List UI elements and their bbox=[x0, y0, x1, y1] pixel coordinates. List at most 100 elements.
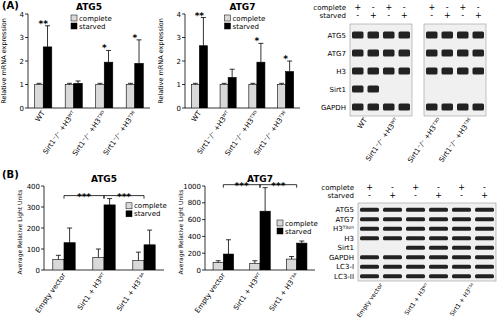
significance: * bbox=[132, 33, 137, 43]
row-label: ATG7 bbox=[328, 50, 346, 58]
error-line bbox=[203, 18, 204, 46]
tick-label: 100 bbox=[27, 246, 40, 254]
tick-label: 0 bbox=[20, 105, 24, 113]
legend-label: complete bbox=[134, 202, 167, 210]
bar bbox=[144, 245, 155, 270]
category-label: Sirt1 + H3ᵀ³ᴬ bbox=[115, 272, 147, 313]
chart-title: ATG7 bbox=[229, 2, 255, 12]
band bbox=[442, 49, 454, 56]
error-cap bbox=[250, 83, 255, 84]
lane-label: Sirt1⁻/⁻ +H3ᵀ³ᴰ bbox=[406, 116, 443, 164]
error-bar bbox=[193, 83, 198, 84]
legend-label: starved bbox=[233, 23, 259, 31]
band bbox=[473, 49, 485, 56]
bar-chart: ATG5Average Relative Light Units01002003… bbox=[16, 174, 167, 315]
band bbox=[452, 265, 471, 269]
condition-sign: + bbox=[481, 191, 488, 200]
bar bbox=[220, 85, 228, 109]
tick-mark bbox=[25, 14, 28, 15]
band bbox=[429, 246, 448, 250]
y-axis bbox=[185, 14, 186, 108]
bar bbox=[199, 46, 207, 108]
error-cap bbox=[230, 69, 235, 70]
lane-label: WT bbox=[356, 116, 369, 130]
error-line bbox=[69, 228, 70, 243]
band bbox=[352, 85, 364, 92]
blot-membrane bbox=[350, 24, 412, 116]
bar bbox=[286, 259, 296, 270]
lane-label: Sirt1⁻/⁻ +H3ᵀ³ᴱ bbox=[438, 116, 475, 164]
tick-label: 200 bbox=[27, 225, 40, 233]
error-cap bbox=[36, 83, 41, 84]
bar bbox=[250, 263, 260, 270]
band bbox=[475, 274, 494, 278]
tick-label: 1000 bbox=[183, 183, 201, 191]
category-label: WT bbox=[34, 109, 47, 123]
bar bbox=[104, 62, 113, 108]
bar bbox=[257, 62, 265, 108]
band bbox=[368, 31, 380, 38]
condition-sign: - bbox=[414, 191, 417, 200]
marks bbox=[35, 26, 144, 108]
band bbox=[475, 246, 494, 250]
band bbox=[452, 208, 471, 212]
error-bar bbox=[252, 261, 257, 264]
band bbox=[429, 265, 448, 269]
y-axis bbox=[205, 186, 206, 270]
condition-sign: + bbox=[475, 11, 482, 20]
error-bar bbox=[222, 83, 227, 84]
tick-mark bbox=[41, 249, 44, 250]
error-line bbox=[232, 69, 233, 77]
tick-label: 2 bbox=[177, 58, 181, 66]
western-blot: WTSirt1⁻/⁻ +H3ᵂᵀSirt1⁻/⁻ +H3ᵀ³ᴰSirt1⁻/⁻ … bbox=[313, 3, 486, 164]
significance: ** bbox=[195, 11, 205, 21]
error-cap bbox=[67, 228, 72, 229]
error-cap bbox=[263, 187, 268, 188]
legend-swatch bbox=[225, 23, 231, 29]
significance: *** bbox=[117, 192, 131, 202]
band bbox=[368, 49, 380, 56]
band bbox=[426, 67, 438, 74]
tick-mark bbox=[25, 108, 28, 109]
tick-mark bbox=[202, 186, 205, 187]
tick-mark bbox=[202, 253, 205, 254]
legend-label: starved bbox=[79, 23, 105, 31]
band bbox=[452, 227, 471, 231]
band bbox=[383, 103, 395, 110]
condition-sign: - bbox=[356, 11, 359, 20]
error-cap bbox=[137, 39, 142, 40]
legend-swatch bbox=[126, 211, 132, 217]
tick-mark bbox=[182, 14, 185, 15]
band bbox=[360, 236, 379, 240]
band bbox=[383, 274, 402, 278]
band bbox=[429, 208, 448, 212]
band bbox=[352, 67, 364, 74]
error-bar bbox=[136, 252, 141, 260]
tick-mark bbox=[182, 61, 185, 62]
western-blot: Empty vectorSirt1 + H3ᵂᵀSirt1 + H3ᵀ³ᴬcom… bbox=[321, 183, 496, 319]
error-cap bbox=[128, 83, 133, 84]
error-bar bbox=[279, 83, 284, 84]
significance: *** bbox=[77, 192, 91, 202]
bar bbox=[53, 260, 64, 271]
bar bbox=[191, 85, 199, 109]
band bbox=[475, 236, 494, 240]
legend: completestarved bbox=[71, 15, 112, 31]
bar-chart: ATG7Average Relative Light Units02004006… bbox=[177, 174, 318, 315]
category-label: Sirt1⁻/⁻ +H3ᵀ³ᴱ bbox=[102, 109, 139, 157]
band bbox=[429, 255, 448, 259]
error-line bbox=[138, 252, 139, 260]
tick-mark bbox=[25, 84, 28, 85]
band bbox=[429, 274, 448, 278]
significance: *** bbox=[235, 181, 249, 191]
chart-title: ATG7 bbox=[247, 174, 273, 184]
band bbox=[368, 85, 380, 92]
error-line bbox=[109, 199, 110, 205]
tick-label: 0 bbox=[177, 105, 181, 113]
error-bar bbox=[67, 228, 72, 243]
lane-label: Sirt1 + H3ᵀ³ᴬ bbox=[448, 281, 476, 317]
condition-sign: + bbox=[401, 11, 408, 20]
significance: *** bbox=[271, 181, 285, 191]
condition-label: starved bbox=[320, 12, 346, 20]
error-bar bbox=[56, 255, 61, 259]
